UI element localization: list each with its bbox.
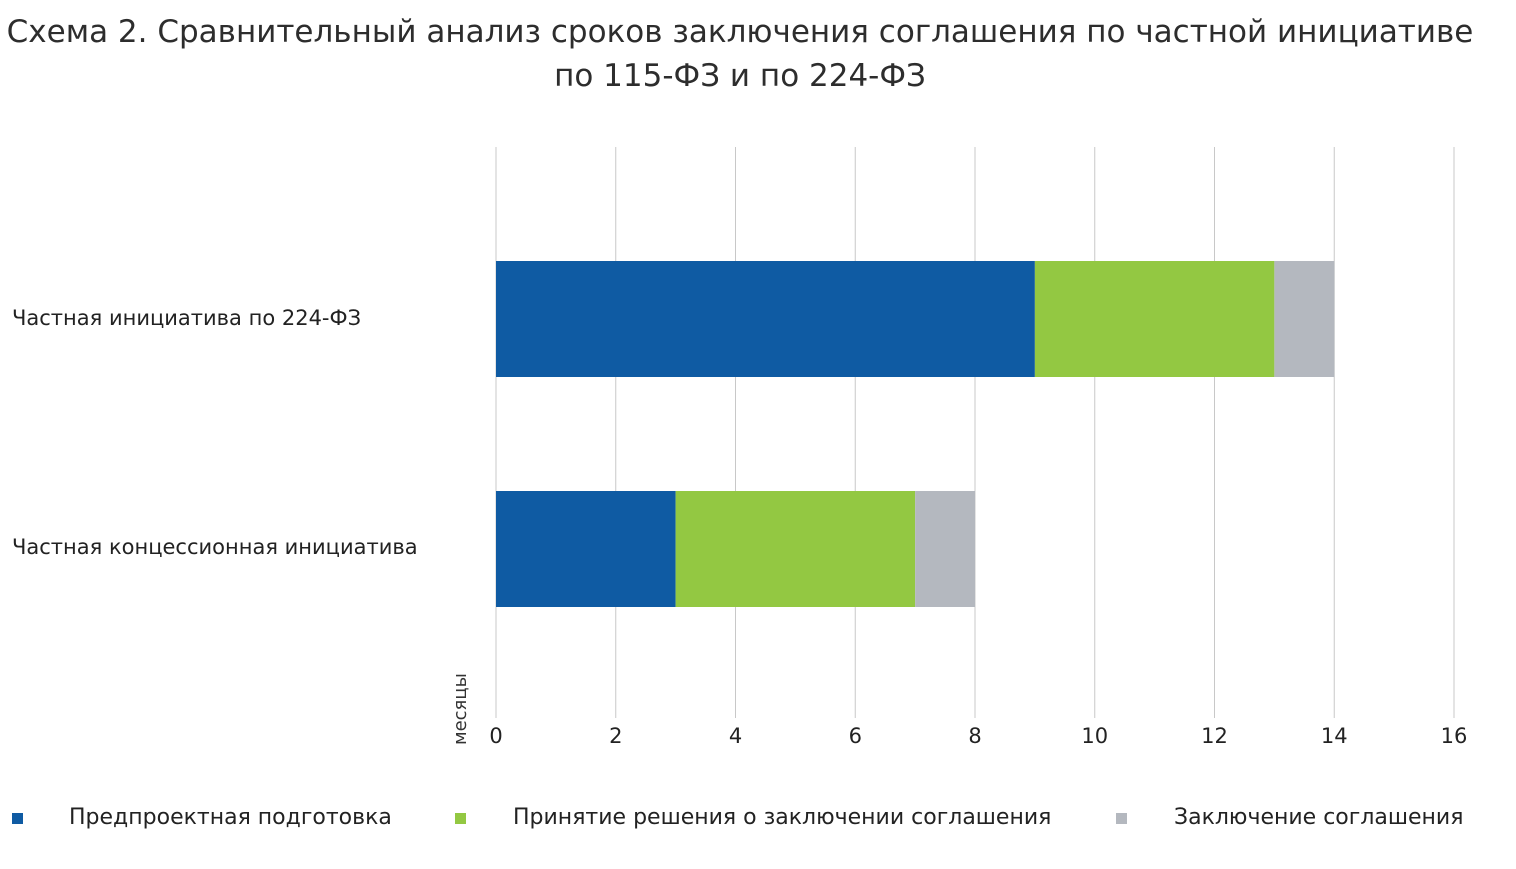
x-tick-4: 4 (728, 724, 743, 748)
bar-224fz-conclusion (1274, 261, 1335, 377)
legend-swatch-conclusion (1116, 813, 1127, 824)
bar-224fz-preproject (496, 261, 1035, 377)
chart-title-line2: по 115-ФЗ и по 224-ФЗ (554, 58, 926, 94)
legend-label-decision: Принятие решения о заключении соглашения (513, 805, 1052, 830)
bar-224fz-decision (1034, 261, 1275, 377)
x-tick-6: 6 (848, 724, 862, 748)
legend-label-preproject: Предпроектная подготовка (69, 805, 392, 830)
bar-concession-decision (675, 491, 916, 607)
x-axis-unit-label: месяцы (450, 673, 471, 745)
x-tick-10: 10 (1081, 724, 1109, 748)
chart-title-line1: Схема 2. Сравнительный анализ сроков зак… (6, 14, 1474, 50)
x-tick-0: 0 (489, 724, 503, 748)
chart-title: Схема 2. Сравнительный анализ сроков зак… (0, 10, 1480, 98)
x-tick-2: 2 (609, 724, 623, 748)
category-label-224fz: Частная инициатива по 224-ФЗ (12, 306, 362, 330)
bar-concession-preproject (496, 491, 676, 607)
legend-label-conclusion: Заключение соглашения (1174, 805, 1464, 830)
x-tick-8: 8 (968, 724, 982, 748)
bar-concession-conclusion (915, 491, 975, 607)
category-label-concession: Частная концессионная инициатива (12, 535, 418, 559)
legend-swatch-decision (455, 813, 466, 824)
x-tick-12: 12 (1201, 724, 1228, 748)
x-tick-16: 16 (1440, 724, 1468, 748)
x-tick-14: 14 (1320, 724, 1348, 748)
legend-swatch-preproject (12, 813, 23, 824)
